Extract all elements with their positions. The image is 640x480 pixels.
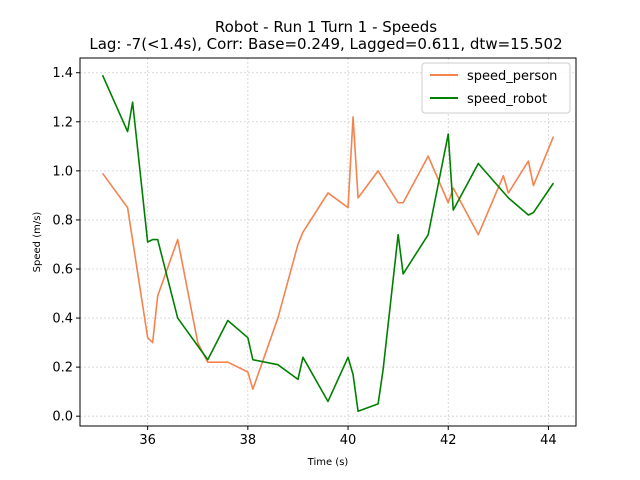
legend-box bbox=[421, 62, 571, 114]
y-tick-label: 0.0 bbox=[52, 410, 73, 425]
x-tick-label: 40 bbox=[340, 433, 357, 448]
x-axis: 36 38 40 42 44 bbox=[139, 426, 557, 448]
x-tick-label: 38 bbox=[240, 433, 257, 448]
y-tick-label: 0.4 bbox=[52, 312, 73, 327]
series-line-speed-person bbox=[101, 116, 555, 391]
y-tick-label: 0.6 bbox=[52, 262, 73, 277]
legend-label-speed-person: speed_person bbox=[467, 69, 557, 84]
y-tick-label: 1.4 bbox=[52, 66, 73, 81]
x-axis-label: Time (s) bbox=[307, 457, 349, 468]
y-tick-label: 0.8 bbox=[52, 213, 73, 228]
x-tick-label: 42 bbox=[440, 433, 457, 448]
y-axis: 0.0 0.2 0.4 0.6 0.8 1.0 1.2 1.4 bbox=[52, 66, 80, 425]
grid-lines bbox=[80, 58, 576, 426]
plot-frame bbox=[79, 57, 577, 427]
chart-title: Robot - Run 1 Turn 1 - Speeds bbox=[215, 18, 437, 36]
series-lines bbox=[101, 74, 555, 413]
legend-label-speed-robot: speed_robot bbox=[467, 92, 547, 107]
chart-subtitle: Lag: -7(<1.4s), Corr: Base=0.249, Lagged… bbox=[89, 35, 562, 53]
y-tick-label: 1.0 bbox=[52, 164, 73, 179]
y-axis-label: Speed (m/s) bbox=[32, 212, 43, 273]
legend: speed_person speed_robot bbox=[421, 62, 571, 114]
y-tick-label: 1.2 bbox=[52, 115, 73, 130]
x-tick-label: 36 bbox=[139, 433, 156, 448]
series-line-speed-robot bbox=[101, 74, 555, 413]
y-tick-label: 0.2 bbox=[52, 361, 73, 376]
x-tick-label: 44 bbox=[540, 433, 557, 448]
